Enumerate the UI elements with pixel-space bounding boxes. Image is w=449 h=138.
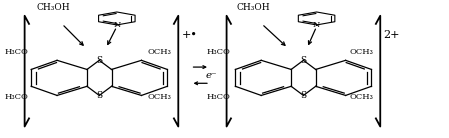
Text: 2+: 2+ — [383, 30, 400, 40]
Text: H₃CO: H₃CO — [207, 48, 230, 56]
Text: H₃CO: H₃CO — [4, 93, 29, 101]
Text: +•: +• — [181, 30, 197, 40]
Text: H₃CO: H₃CO — [4, 48, 29, 56]
Text: OCH₃: OCH₃ — [148, 93, 172, 101]
Text: S: S — [96, 56, 102, 65]
Text: N: N — [313, 21, 320, 29]
Text: e⁻: e⁻ — [206, 71, 218, 80]
Text: S: S — [300, 91, 307, 100]
Text: H₃CO: H₃CO — [207, 93, 230, 101]
Text: OCH₃: OCH₃ — [148, 48, 172, 56]
Text: N: N — [113, 21, 120, 29]
Text: CH₃OH: CH₃OH — [36, 3, 70, 12]
Text: OCH₃: OCH₃ — [349, 93, 374, 101]
Text: S: S — [96, 91, 102, 100]
Text: S: S — [300, 56, 307, 65]
Text: OCH₃: OCH₃ — [349, 48, 374, 56]
Text: CH₃OH: CH₃OH — [236, 3, 270, 12]
